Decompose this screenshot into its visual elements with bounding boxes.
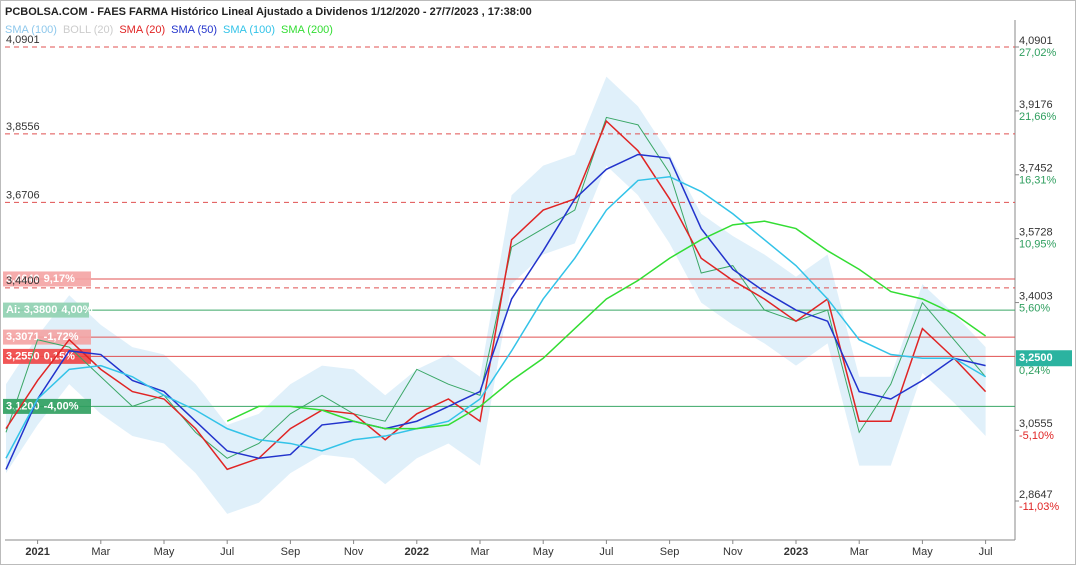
- level-box: [3, 398, 91, 414]
- x-tick-label: May: [912, 546, 933, 558]
- y-tick-pct-label: 27,02%: [1019, 47, 1057, 59]
- x-tick-label: Jul: [220, 546, 234, 558]
- sma-line: [5, 119, 987, 471]
- y-tick-label: 3,9176: [1019, 99, 1053, 111]
- bollinger-band: [6, 76, 986, 514]
- y-tick-pct-label: 5,60%: [1019, 302, 1050, 314]
- sma-line: [5, 153, 986, 470]
- y-tick-label: 4,0901: [1019, 35, 1053, 47]
- x-tick-label: 2023: [784, 546, 808, 558]
- y-tick-pct-label: 16,31%: [1019, 175, 1057, 187]
- x-tick-label: 2022: [405, 546, 429, 558]
- x-tick-label: Jul: [979, 546, 993, 558]
- y-tick-label: 3,7452: [1019, 163, 1053, 175]
- level-box: [3, 348, 91, 364]
- level-label: 3,1200: [6, 400, 40, 412]
- current-price-box: [1016, 350, 1072, 367]
- x-tick-label: Nov: [723, 546, 743, 558]
- y-tick-pct-label: -5,10%: [1019, 430, 1054, 442]
- legend-entry: SMA (200): [281, 24, 333, 36]
- level-label: 3,6706: [6, 189, 40, 201]
- current-price-pct: 0,24%: [1019, 365, 1050, 377]
- y-tick-pct-label: -11,03%: [1019, 501, 1059, 513]
- level-label: 3,3071: [6, 331, 40, 343]
- price-line: [5, 116, 986, 459]
- level-label: 3,4640: [6, 273, 40, 285]
- legend-entry: SMA (50): [171, 24, 217, 36]
- level-box: [3, 271, 91, 287]
- legend-entry: SMA (100): [223, 24, 275, 36]
- level-pct-label: -4,00%: [44, 400, 79, 412]
- level-pct-label: 4,00%: [61, 304, 92, 316]
- level-label: 3,8556: [6, 121, 40, 133]
- level-label: Ai: 3,3800: [6, 304, 57, 316]
- y-tick-pct-label: 21,66%: [1019, 111, 1057, 123]
- level-pct-label: 9,17%: [44, 273, 75, 285]
- level-box: [3, 302, 89, 318]
- x-tick-label: May: [154, 546, 175, 558]
- x-tick-label: Sep: [281, 546, 301, 558]
- level-pct-label: -1,72%: [44, 331, 79, 343]
- y-tick-label: 3,0555: [1019, 418, 1053, 430]
- x-tick-label: 2021: [25, 546, 49, 558]
- level-label: 3,4400: [6, 275, 40, 287]
- sma-line: [226, 220, 987, 430]
- current-price-label: 3,2500: [1019, 352, 1053, 364]
- x-tick-label: Jul: [599, 546, 613, 558]
- legend-entry: BOLL (20): [63, 24, 113, 36]
- y-tick-label: 3,5728: [1019, 227, 1053, 239]
- level-label: 3,2550: [6, 350, 40, 362]
- legend-entry: SMA (100): [5, 24, 57, 36]
- x-tick-label: Mar: [471, 546, 490, 558]
- legend-entry: SMA (20): [119, 24, 165, 36]
- sma-line: [5, 175, 986, 459]
- x-tick-label: Mar: [850, 546, 869, 558]
- y-tick-pct-label: 10,95%: [1019, 239, 1057, 251]
- y-tick-label: 2,8647: [1019, 489, 1053, 501]
- level-label: 4,0901: [6, 34, 40, 46]
- x-tick-label: Mar: [91, 546, 110, 558]
- x-tick-label: May: [533, 546, 554, 558]
- y-tick-label: 3,4003: [1019, 290, 1053, 302]
- x-tick-label: Nov: [344, 546, 364, 558]
- chart-title: PCBOLSA.COM - FAES FARMA Histórico Linea…: [5, 6, 532, 18]
- x-tick-label: Sep: [660, 546, 680, 558]
